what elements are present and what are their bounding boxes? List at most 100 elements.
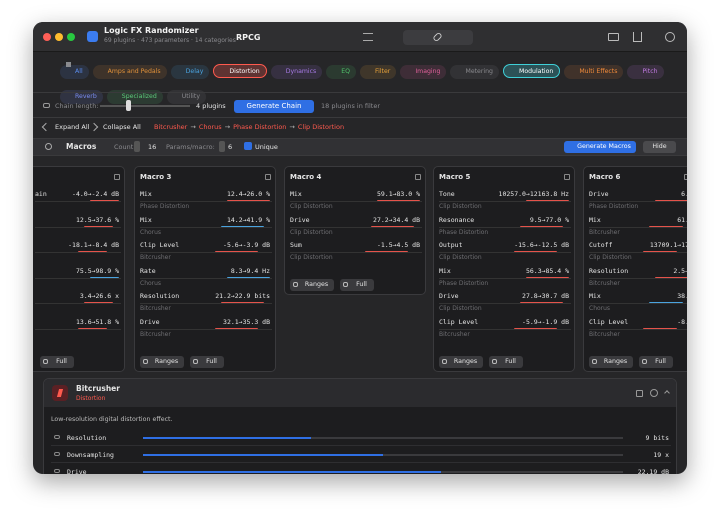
macro-button[interactable]: Ranges [290,278,334,291]
category-pill[interactable]: Amps and Pedals [66,62,167,79]
chain-slider[interactable] [100,105,190,107]
generate-chain-button[interactable]: Generate Chain [234,100,314,113]
link-field[interactable] [403,30,473,45]
category-pill[interactable]: Multi Effects [66,62,624,79]
category-pill[interactable]: Modulation [66,62,561,78]
history-icon[interactable] [665,32,675,42]
param-track [143,437,623,439]
macro-menu-icon[interactable] [564,174,570,180]
macro-menu-icon[interactable] [114,174,120,180]
macro-menu-icon[interactable] [684,174,687,180]
param-range: -1.5→4.5 dB [376,241,420,250]
param-plugin: Bitcrusher [140,254,171,262]
chain-label: Chain length: [55,102,99,110]
param-range: 32.1→35.3 dB [223,318,270,326]
macro-title: Macro 4 [290,173,322,181]
chain-plugin[interactable]: Phase Distortion [233,123,287,131]
macro-button[interactable]: Full [190,355,224,368]
param-plugin: Clip Distortion [589,254,632,262]
param-name: Resolution [589,266,629,275]
app-window: Logic FX Randomizer 69 plugins · 473 para… [33,22,687,474]
param-range: 2.5→ [673,266,687,275]
macro-button[interactable]: Ranges [140,355,184,368]
param-name: Mix [140,190,152,198]
param-plugin: Clip Distortion [439,203,482,210]
category-pill[interactable]: Dynamics [66,62,323,79]
window-control[interactable] [55,33,63,41]
macro-title: Macro 3 [140,173,172,181]
macro-menu-icon[interactable] [415,174,421,180]
macro-menu-icon[interactable] [265,174,271,180]
param-range: 61. [677,215,687,224]
track-line [140,201,272,202]
track-line [140,329,272,330]
param-range: 27.2→34.4 dB [373,215,420,224]
param-fill [143,437,311,439]
share-icon[interactable] [633,32,642,42]
unique-checkbox[interactable] [244,142,252,150]
category-pill[interactable]: Distortion [66,62,267,78]
folder-icon[interactable] [608,33,619,41]
track-line [439,303,571,305]
param-plugin: Bitcrusher [140,305,171,313]
param-range: 12.5→37.6 % [75,215,119,224]
track-line [589,226,687,228]
category-pill[interactable]: Imaging [66,62,447,79]
macro-button[interactable]: Full [40,355,74,368]
category-pill[interactable]: Delay [66,62,210,79]
chain-plugin[interactable]: Chorus [198,123,222,131]
macro-button[interactable]: Full [489,355,523,368]
generate-macros-button[interactable]: Generate Macros [564,141,636,153]
unique-label: Unique [255,143,278,151]
button-icon [642,358,647,364]
param-plugin: Clip Distortion [290,203,333,210]
macro-card: Macro 4 Mix 59.1→83.0 % Clip Distortion Driv… [284,166,426,295]
macro-button[interactable]: Full [639,355,673,368]
macros-title: Macros [66,142,97,151]
param-range: 8.3→9.4 Hz [230,266,270,275]
slider-thumb[interactable] [126,100,131,111]
button-icon [442,358,447,364]
macro-title: Macro 5 [439,173,471,181]
detail-title: Bitcrusher [76,384,120,393]
copy-icon[interactable] [636,390,643,397]
param-name: Mix [290,190,302,198]
hide-button[interactable]: Hide [643,141,676,153]
chain-plugin[interactable]: Bitcrusher [154,123,188,131]
macro-card: Macro 6 Drive 6. Phase Distortion Mix 61. Bitc… [583,166,687,372]
param-name: ain [35,190,47,198]
macro-title: Macro 6 [589,173,621,181]
window-control[interactable] [67,33,75,41]
category-pill[interactable]: Filter [66,62,397,79]
category-pill[interactable]: EQ [66,62,357,79]
close-icon[interactable] [650,389,658,397]
chain-plugin[interactable]: Clip Distortion [297,123,345,131]
settings-icon[interactable] [363,33,373,41]
macro-button[interactable]: Ranges [439,355,483,368]
param-link-icon [54,452,60,456]
stepper[interactable] [219,141,225,152]
param-plugin: Clip Distortion [439,254,482,262]
macro-button[interactable]: Ranges [589,355,633,368]
category-pill[interactable]: Utility [66,62,206,104]
collapse-all-button[interactable]: Collapse All [103,123,141,131]
macro-button[interactable]: Full [340,278,374,291]
param-name: Drive [589,190,609,198]
category-pill[interactable]: All [60,62,89,79]
category-pill[interactable]: Pitch [66,62,664,79]
param-name: Cutoff [589,241,613,250]
stepper[interactable] [134,141,140,152]
param-plugin: Bitcrusher [439,331,470,338]
param-range: 56.3→85.4 % [525,266,569,275]
button-icon [293,281,298,287]
track-line [290,226,422,228]
param-name: Clip Level [439,318,479,326]
category-pill[interactable]: Metering [66,62,499,79]
category-filter: All Amps and Pedals Delay Distortion Dynamic… [60,58,670,108]
param-name: Drive [439,292,459,301]
chain-arrow: → [289,123,295,131]
param-range: -8. [677,318,687,326]
window-control[interactable] [43,33,51,41]
expand-all-button[interactable]: Expand All [55,123,90,131]
param-plugin: Chorus [140,279,162,287]
